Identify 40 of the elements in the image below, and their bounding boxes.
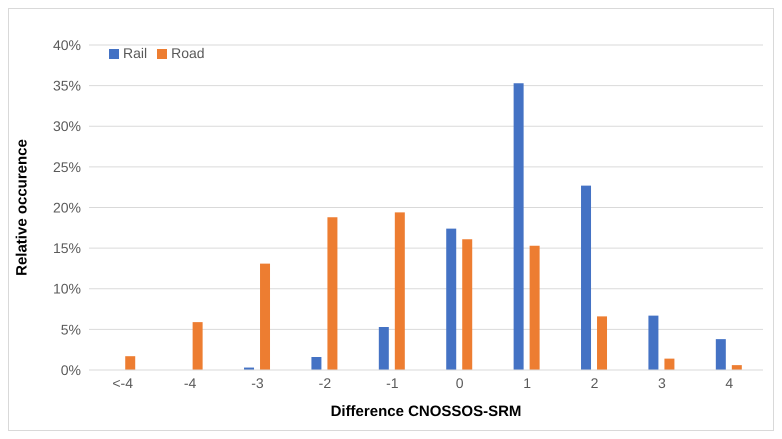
x-tick-label: 1 xyxy=(523,374,532,391)
x-tick-label: 4 xyxy=(725,374,734,391)
bar xyxy=(192,322,203,370)
bar xyxy=(664,358,674,370)
y-tick-label: 0% xyxy=(60,362,81,378)
bar xyxy=(581,186,592,370)
x-tick-label: 2 xyxy=(590,374,599,391)
bar xyxy=(732,365,742,370)
bar xyxy=(446,228,456,370)
legend-label: Rail xyxy=(123,45,148,61)
x-axis-title: Difference CNOSSOS-SRM xyxy=(330,403,522,420)
x-tick-label: -1 xyxy=(386,374,399,391)
y-tick-label: 20% xyxy=(52,199,81,216)
x-tick-label: -3 xyxy=(251,374,264,391)
bar xyxy=(462,239,472,370)
x-tick-label: <-4 xyxy=(112,374,134,391)
bar xyxy=(530,246,540,370)
y-tick-label: 35% xyxy=(52,78,81,94)
x-tick-label: -2 xyxy=(318,374,332,391)
y-axis-title: Relative occurence xyxy=(13,139,30,276)
bar xyxy=(394,212,405,370)
y-tick-label: 5% xyxy=(60,321,81,338)
bar xyxy=(311,357,322,370)
bar xyxy=(514,83,524,370)
bar xyxy=(716,339,726,370)
bar xyxy=(327,217,338,370)
bar xyxy=(597,316,608,370)
y-tick-label: 40% xyxy=(52,36,81,53)
bar xyxy=(378,326,389,370)
y-tick-label: 30% xyxy=(52,118,81,134)
x-tick-label: 0 xyxy=(456,374,464,391)
y-tick-label: 15% xyxy=(52,240,81,256)
bar xyxy=(648,316,658,370)
y-tick-label: 10% xyxy=(52,280,81,297)
bar xyxy=(260,264,270,370)
x-tick-label: -4 xyxy=(184,374,197,391)
legend-label: Road xyxy=(171,45,205,61)
bar xyxy=(125,356,136,370)
x-tick-label: 3 xyxy=(658,374,666,391)
y-tick-label: 25% xyxy=(52,158,81,175)
